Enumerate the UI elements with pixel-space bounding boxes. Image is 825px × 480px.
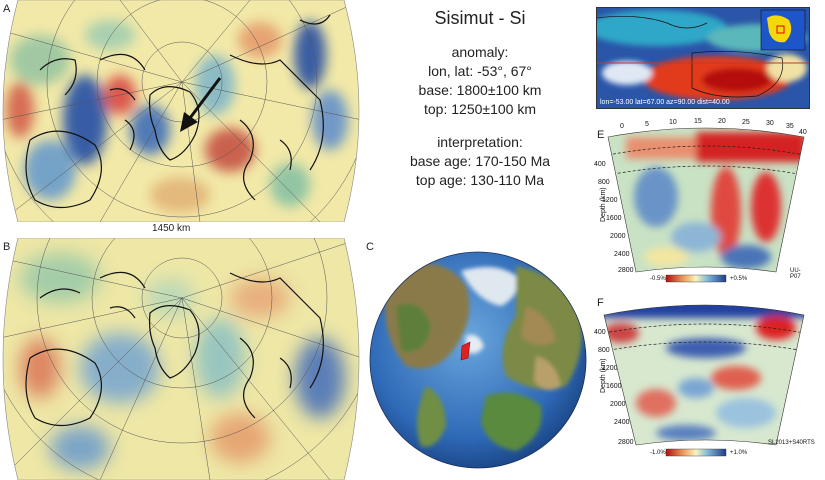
section-e-depth-1200: 1200 (602, 197, 618, 204)
section-e-depth-2400: 2400 (614, 251, 630, 258)
section-e-cbar-max: +0.5% (730, 276, 748, 282)
panel-label-a: A (3, 3, 11, 15)
section-f-depth-label: Depth (km) (600, 358, 607, 393)
section-e-cbar-min: -0.5% (650, 276, 666, 282)
section-e-tick-x-5: 5 (645, 121, 649, 128)
section-e-depth-2800: 2800 (618, 267, 634, 274)
section-e-tick-x-40: 40 (799, 129, 807, 136)
section-e-tick-x-20: 20 (718, 118, 726, 125)
cross-section-location-inset: lon=-53.00 lat=67.00 az=90.00 dist=40.00 (596, 7, 810, 109)
panel-label-f: F (597, 297, 604, 309)
panel-label-b: B (3, 241, 11, 253)
section-e-depth-2000: 2000 (610, 233, 626, 240)
section-e-depth-400: 400 (594, 161, 606, 168)
panel-label-c: C (366, 241, 374, 253)
figure-title: Sisimut - Si (434, 8, 526, 28)
interpretation-base-age: base age: 170-150 Ma (409, 153, 551, 169)
section-f-cbar-max: +1.0% (730, 450, 748, 456)
info-block: Sisimut - Si anomaly: lon, lat: -53°, 67… (380, 6, 580, 190)
section-f-depth-2000: 2000 (610, 401, 626, 408)
section-f-cbar-min: -1.0% (650, 450, 666, 456)
scale-label: 1450 km (152, 223, 191, 234)
section-e-tick-x-25: 25 (742, 119, 750, 126)
cross-section-f: 400 800 1200 1600 2000 2400 2800 Depth (… (594, 293, 815, 468)
section-f-depth-2800: 2800 (618, 439, 634, 446)
section-f-depth-2400: 2400 (614, 419, 630, 426)
anomaly-base: base: 1800±100 km (418, 82, 542, 98)
interpretation-heading: interpretation: (437, 134, 523, 150)
globe-c (366, 246, 590, 474)
section-f-depth-1200: 1200 (602, 365, 618, 372)
section-e-depth-label: Depth (km) (600, 187, 607, 222)
section-f-model-name: SL2013+S40RTS (768, 440, 815, 446)
panel-label-e: E (597, 129, 605, 141)
anomaly-heading: anomaly: (451, 44, 509, 60)
inset-caption: lon=-53.00 lat=67.00 az=90.00 dist=40.00 (600, 99, 730, 106)
section-e-tick-x-10: 10 (669, 119, 677, 126)
section-f-depth-800: 800 (598, 347, 610, 354)
interpretation-top-age: top age: 130-110 Ma (415, 172, 545, 188)
section-e-depth-800: 800 (598, 179, 610, 186)
section-e-tick-x-30: 30 (766, 120, 774, 127)
tomography-map-a (0, 0, 362, 222)
tomography-map-b (0, 238, 362, 480)
section-e-tick-x-15: 15 (694, 118, 702, 125)
anomaly-lonlat: lon, lat: -53°, 67° (428, 63, 532, 79)
anomaly-top: top: 1250±100 km (424, 101, 536, 117)
section-f-depth-400: 400 (594, 329, 606, 336)
section-e-tick-x-0: 0 (620, 123, 624, 130)
section-e-tick-x-35: 35 (786, 123, 794, 130)
section-e-depth-1600: 1600 (606, 215, 622, 222)
cross-section-e: 0 5 10 15 20 25 30 35 40 400 800 1200 16… (594, 117, 811, 292)
section-f-depth-1600: 1600 (606, 383, 622, 390)
section-e-model-name: UU-P07 (790, 268, 801, 280)
